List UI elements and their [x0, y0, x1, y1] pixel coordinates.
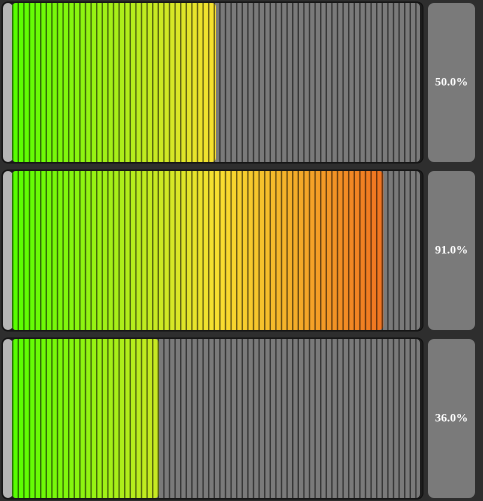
- percent-label: 50.0%: [435, 74, 468, 88]
- meter-edge: [3, 171, 13, 330]
- label-box: [428, 3, 475, 162]
- label-box: [428, 171, 475, 330]
- meter-stripes: [12, 171, 420, 330]
- meter-stripes: [12, 3, 420, 162]
- meter-edge: [3, 339, 13, 498]
- meter-edge: [3, 3, 13, 162]
- label-box: [428, 339, 475, 498]
- meter-stripes: [12, 339, 420, 498]
- percent-label: 36.0%: [435, 410, 468, 424]
- percent-label: 91.0%: [435, 242, 468, 256]
